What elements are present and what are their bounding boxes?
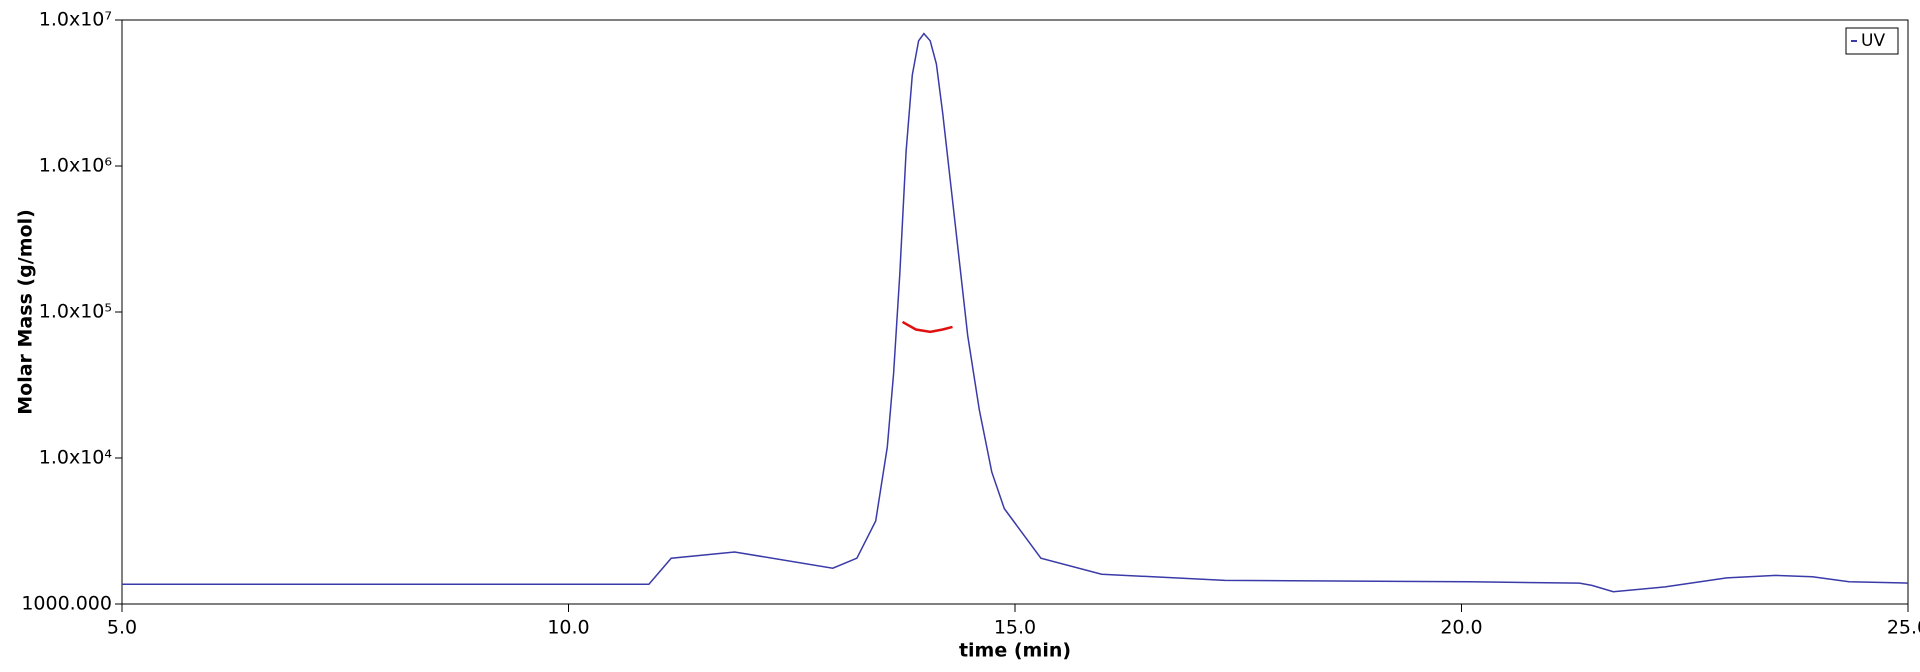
x-tick-label: 20.0 xyxy=(1440,617,1482,639)
x-tick-label: 15.0 xyxy=(994,617,1036,639)
legend-label: UV xyxy=(1861,31,1885,51)
x-tick-label: 5.0 xyxy=(107,617,137,639)
x-tick-label: 10.0 xyxy=(547,617,589,639)
plot-frame xyxy=(121,19,1909,605)
legend-box xyxy=(1845,27,1899,55)
y-axis-label: Molar Mass (g/mol) xyxy=(15,209,37,415)
x-tick-label: 25.0 xyxy=(1887,617,1920,639)
y-tick-label: 1.0x10⁴ xyxy=(39,447,113,469)
series-line xyxy=(122,32,1909,593)
y-tick-label: 1000.000 xyxy=(21,593,112,615)
series-line xyxy=(901,320,953,334)
y-tick-label: 1.0x10⁶ xyxy=(39,155,112,177)
y-tick-label: 1.0x10⁵ xyxy=(39,301,112,323)
y-tick-label: 1.0x10⁷ xyxy=(39,9,112,31)
x-axis-label: time (min) xyxy=(959,640,1071,662)
